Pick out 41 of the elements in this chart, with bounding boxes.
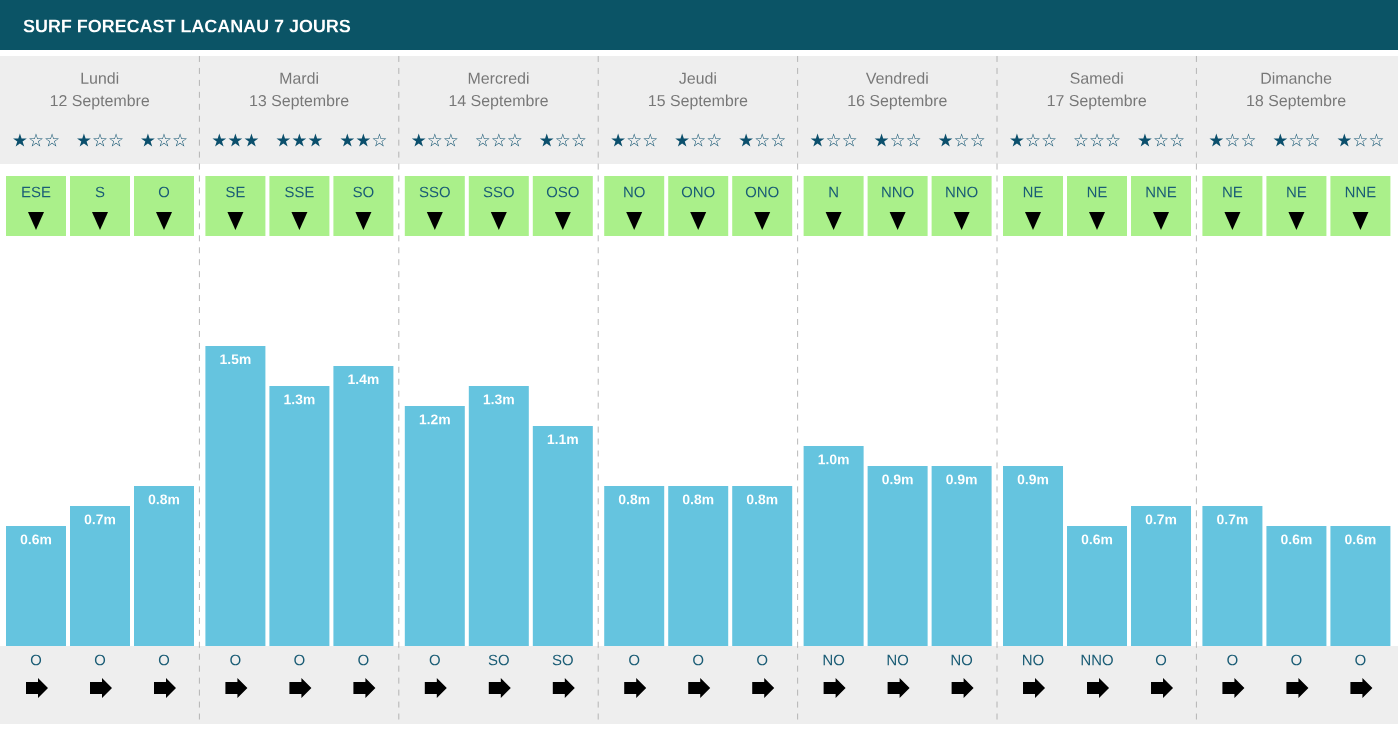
- text: ★★★: [212, 133, 259, 147]
- text: ★☆☆: [739, 133, 786, 147]
- text: ★☆☆: [938, 133, 985, 147]
- bar: [134, 485, 194, 646]
- text: ★☆☆: [539, 133, 586, 147]
- bar: [269, 385, 330, 646]
- bar: [6, 525, 66, 646]
- text: ★☆☆: [675, 133, 722, 147]
- text: ★☆☆: [77, 133, 123, 147]
- bar: [468, 385, 529, 646]
- text: ★☆☆: [1209, 133, 1256, 147]
- text: ★★★: [276, 133, 323, 147]
- bar: [668, 485, 729, 646]
- bar: [532, 425, 593, 646]
- text: ★★☆: [340, 133, 387, 147]
- bar: [732, 485, 793, 646]
- bar: [205, 345, 266, 646]
- text: ★☆☆: [1273, 133, 1320, 147]
- text: ☆☆☆: [475, 133, 522, 147]
- text: ★☆☆: [1337, 133, 1384, 147]
- bar: [803, 445, 864, 646]
- bar: [404, 405, 465, 646]
- bar: [604, 485, 665, 646]
- text: ★☆☆: [1138, 133, 1184, 147]
- bar: [333, 365, 394, 646]
- text: ★☆☆: [13, 133, 59, 147]
- text: ★☆☆: [1010, 133, 1056, 147]
- bar: [1067, 525, 1128, 646]
- text: ★☆☆: [874, 133, 921, 147]
- bar: [931, 465, 992, 646]
- text: ★☆☆: [810, 133, 857, 147]
- bar: [1266, 525, 1327, 646]
- text: ★☆☆: [411, 133, 458, 147]
- text: ☆☆☆: [1074, 133, 1120, 147]
- bar: [70, 505, 130, 646]
- chart-title: SURF FORECAST LACANAU 7 JOURS: [23, 19, 351, 33]
- bar: [1131, 505, 1192, 646]
- text: ★☆☆: [611, 133, 658, 147]
- bar: [867, 465, 928, 646]
- bar: [1330, 525, 1391, 646]
- text: ★☆☆: [141, 133, 187, 147]
